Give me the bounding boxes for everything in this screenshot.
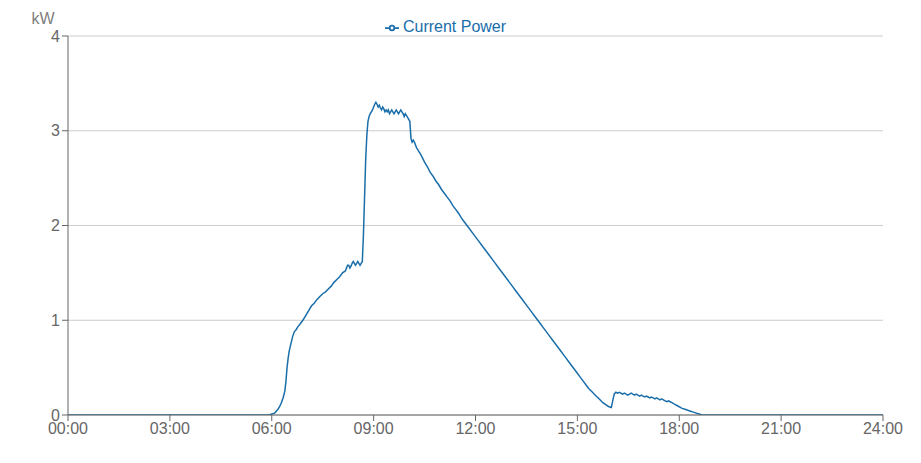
svg-text:12:00: 12:00: [455, 420, 495, 437]
svg-text:03:00: 03:00: [150, 420, 190, 437]
html-text:Current Power: Current Power: [402, 18, 507, 35]
svg-text:4: 4: [51, 28, 60, 45]
svg-text:00:00: 00:00: [48, 420, 88, 438]
svg-text:15:00: 15:00: [557, 420, 597, 437]
svg-text:18:00: 18:00: [659, 420, 699, 437]
svg-text:0: 0: [51, 407, 60, 424]
svg-text:3: 3: [51, 122, 60, 139]
svg-text:1: 1: [51, 312, 60, 329]
svg-text:09:00: 09:00: [354, 420, 394, 437]
svg-text:kW: kW: [31, 10, 55, 27]
svg-text:2: 2: [51, 217, 60, 234]
svg-text:24:00: 24:00: [863, 420, 903, 437]
svg-text:06:00: 06:00: [252, 420, 292, 437]
svg-text:21:00: 21:00: [761, 420, 801, 437]
